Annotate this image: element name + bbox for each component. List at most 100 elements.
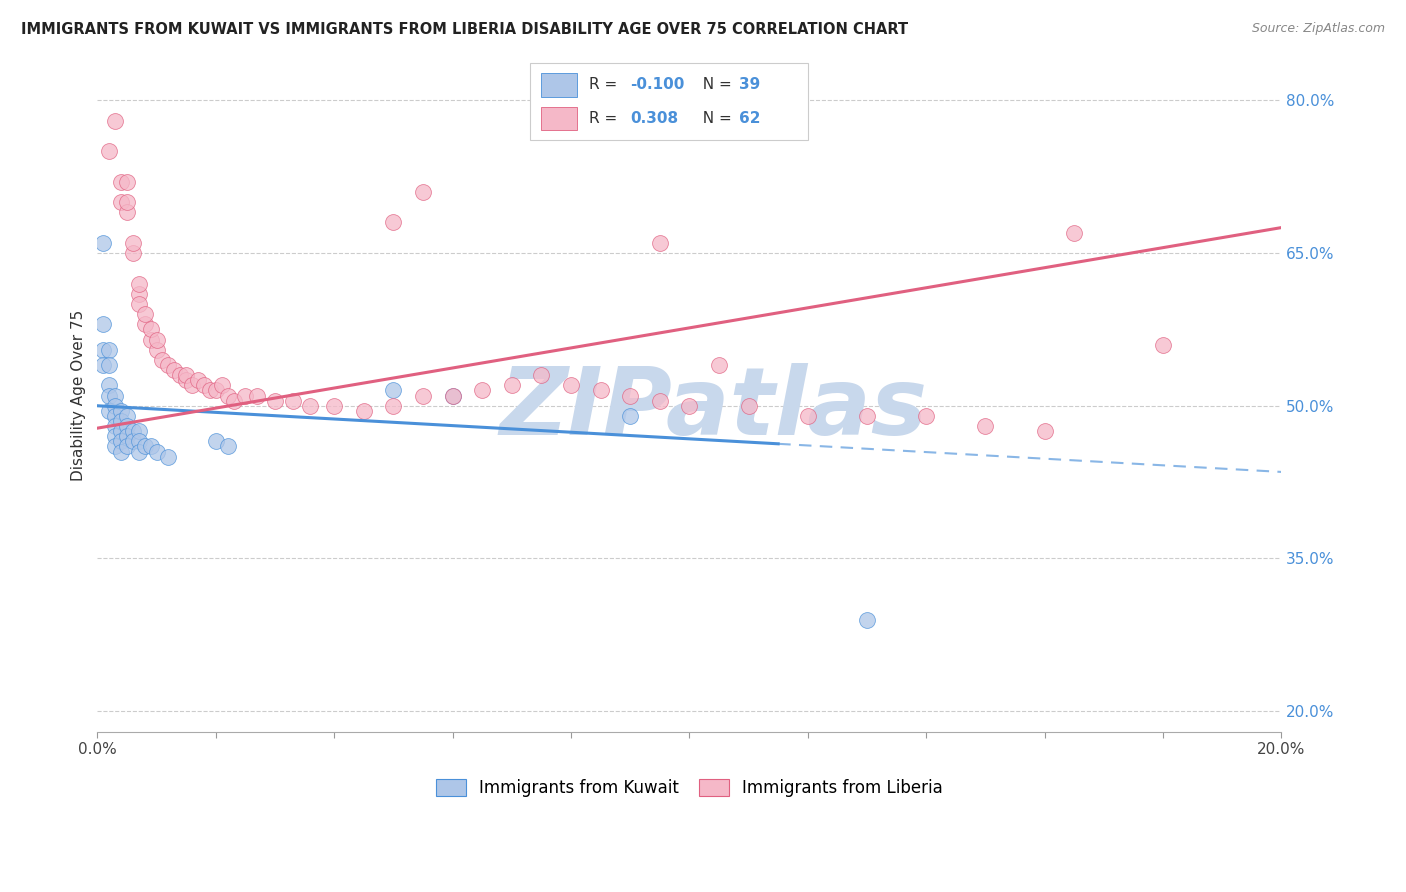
Point: [412, 185, 434, 199]
Point: [134, 318, 156, 332]
Point: [412, 388, 434, 402]
Text: Source: ZipAtlas.com: Source: ZipAtlas.com: [1251, 22, 1385, 36]
Point: [91, 343, 114, 357]
Point: [915, 409, 938, 423]
FancyBboxPatch shape: [541, 107, 576, 130]
Point: [104, 113, 127, 128]
Point: [104, 419, 127, 434]
Point: [323, 399, 346, 413]
Point: [128, 424, 150, 438]
Point: [122, 424, 145, 438]
Legend: Immigrants from Kuwait, Immigrants from Liberia: Immigrants from Kuwait, Immigrants from …: [429, 772, 949, 804]
Point: [648, 393, 671, 408]
Point: [169, 368, 191, 383]
Point: [1033, 424, 1056, 438]
Text: N =: N =: [693, 77, 737, 92]
Point: [382, 384, 405, 398]
Point: [104, 388, 127, 402]
Point: [737, 399, 759, 413]
Point: [198, 384, 221, 398]
Point: [299, 399, 322, 413]
Point: [163, 363, 186, 377]
Point: [382, 399, 405, 413]
Point: [110, 404, 132, 418]
Point: [128, 277, 150, 291]
Point: [145, 343, 167, 357]
Text: -0.100: -0.100: [630, 77, 685, 92]
Point: [91, 235, 114, 250]
Point: [678, 399, 700, 413]
Point: [98, 404, 121, 418]
Point: [187, 373, 209, 387]
Point: [471, 384, 494, 398]
Point: [856, 613, 879, 627]
Y-axis label: Disability Age Over 75: Disability Age Over 75: [72, 310, 86, 481]
Point: [246, 388, 269, 402]
Point: [115, 409, 138, 423]
Point: [589, 384, 612, 398]
Point: [110, 424, 132, 438]
Point: [193, 378, 215, 392]
Point: [217, 440, 239, 454]
Point: [619, 409, 641, 423]
Point: [648, 235, 671, 250]
Point: [115, 429, 138, 443]
Point: [204, 384, 226, 398]
Text: IMMIGRANTS FROM KUWAIT VS IMMIGRANTS FROM LIBERIA DISABILITY AGE OVER 75 CORRELA: IMMIGRANTS FROM KUWAIT VS IMMIGRANTS FRO…: [21, 22, 908, 37]
Point: [122, 246, 145, 260]
Point: [382, 215, 405, 229]
Point: [98, 145, 121, 159]
Point: [139, 333, 162, 347]
Point: [157, 358, 180, 372]
Point: [281, 393, 304, 408]
Point: [145, 444, 167, 458]
Point: [707, 358, 730, 372]
Point: [222, 393, 245, 408]
Point: [217, 388, 239, 402]
Point: [560, 378, 582, 392]
Point: [204, 434, 226, 449]
Point: [104, 429, 127, 443]
Point: [181, 378, 204, 392]
Point: [1152, 337, 1174, 351]
Point: [235, 388, 257, 402]
Point: [104, 440, 127, 454]
FancyBboxPatch shape: [530, 63, 808, 140]
Point: [501, 378, 523, 392]
FancyBboxPatch shape: [541, 73, 576, 96]
Point: [619, 388, 641, 402]
Point: [110, 434, 132, 449]
Text: 39: 39: [740, 77, 761, 92]
Point: [211, 378, 233, 392]
Point: [122, 235, 145, 250]
Point: [128, 434, 150, 449]
Point: [128, 297, 150, 311]
Text: ZIPatlas: ZIPatlas: [499, 363, 927, 455]
Text: N =: N =: [693, 111, 737, 126]
Text: R =: R =: [589, 77, 621, 92]
Point: [98, 358, 121, 372]
Point: [157, 450, 180, 464]
Point: [139, 322, 162, 336]
Point: [104, 399, 127, 413]
Point: [174, 368, 197, 383]
Point: [110, 414, 132, 428]
Point: [98, 388, 121, 402]
Point: [441, 388, 464, 402]
Point: [441, 388, 464, 402]
Point: [264, 393, 287, 408]
Point: [530, 368, 553, 383]
Point: [98, 378, 121, 392]
Point: [797, 409, 820, 423]
Point: [856, 409, 879, 423]
Point: [110, 195, 132, 210]
Point: [174, 373, 197, 387]
Point: [104, 409, 127, 423]
Point: [115, 205, 138, 219]
Point: [110, 444, 132, 458]
Text: 62: 62: [740, 111, 761, 126]
Point: [115, 195, 138, 210]
Point: [152, 353, 174, 368]
Point: [128, 444, 150, 458]
Point: [974, 419, 997, 434]
